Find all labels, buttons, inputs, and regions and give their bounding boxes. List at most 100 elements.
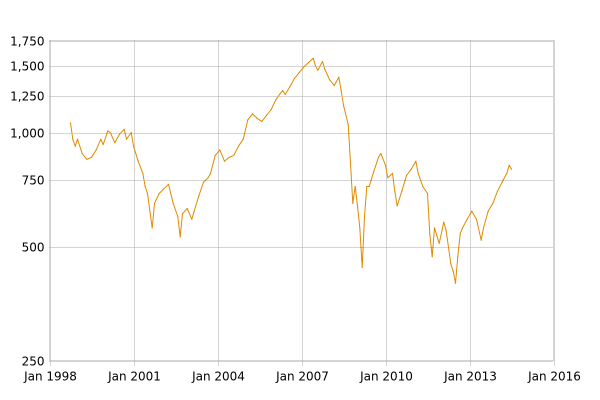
data-point <box>363 215 366 218</box>
data-point <box>237 145 240 147</box>
data-point <box>209 172 212 174</box>
data-point <box>303 66 305 68</box>
data-point <box>279 92 282 94</box>
data-point <box>492 202 494 204</box>
data-point <box>214 154 216 156</box>
data-point <box>417 172 419 174</box>
data-point <box>422 185 424 188</box>
data-point <box>380 152 382 155</box>
y-tick-label: 250 <box>22 355 45 369</box>
data-point <box>401 190 403 192</box>
data-point <box>506 172 508 174</box>
data-point <box>415 160 417 162</box>
data-point <box>275 99 277 101</box>
data-point <box>314 65 317 67</box>
data-point <box>459 233 461 235</box>
data-point <box>284 93 286 96</box>
data-point <box>202 181 205 183</box>
data-point <box>282 90 284 92</box>
data-point <box>137 160 139 162</box>
data-point <box>359 227 361 229</box>
x-tick-label: Jan 2001 <box>107 370 161 384</box>
data-point <box>445 230 447 232</box>
data-point <box>265 114 268 116</box>
data-point <box>429 233 431 235</box>
data-point <box>377 156 380 158</box>
data-point <box>356 205 359 207</box>
data-point <box>247 119 249 121</box>
data-point <box>153 202 156 204</box>
data-point <box>74 145 76 147</box>
data-point <box>368 185 370 188</box>
data-point <box>270 108 272 111</box>
y-axis-tick-labels: 250 500 750 1,000 1,250 1,500 1,750 <box>10 35 44 369</box>
data-point <box>193 210 195 212</box>
data-point <box>198 195 200 197</box>
data-point <box>396 205 398 207</box>
data-point <box>172 202 174 204</box>
data-point <box>130 131 132 134</box>
x-tick-label: Jan 2010 <box>359 370 413 384</box>
data-point <box>405 174 408 177</box>
data-point <box>394 190 396 192</box>
data-point <box>118 133 121 135</box>
y-tick-label: 750 <box>22 174 45 188</box>
data-point <box>261 120 263 122</box>
data-point <box>102 143 104 146</box>
data-point <box>191 218 193 220</box>
data-point <box>391 172 394 174</box>
y-tick-label: 1,750 <box>10 35 44 49</box>
data-point <box>223 160 226 162</box>
data-point <box>114 142 116 144</box>
data-point <box>228 156 230 158</box>
data-point <box>317 69 319 71</box>
data-point <box>219 149 221 151</box>
data-point <box>293 77 296 79</box>
data-point <box>86 158 88 160</box>
data-point <box>457 256 459 258</box>
data-point <box>144 185 146 188</box>
data-point <box>426 192 429 195</box>
y-tick-label: 1,000 <box>10 127 44 141</box>
data-point <box>431 256 433 258</box>
data-point <box>433 227 436 229</box>
data-point <box>76 138 79 140</box>
x-axis-tick-labels: Jan 1998 Jan 2001 Jan 2004 Jan 2007 Jan 2010… <box>23 370 581 384</box>
y-tick-label: 1,500 <box>10 60 44 74</box>
data-point <box>179 236 181 238</box>
data-point <box>158 192 160 195</box>
data-point <box>438 242 440 244</box>
data-point <box>72 138 74 140</box>
data-point <box>487 210 489 212</box>
data-point <box>186 207 188 210</box>
x-tick-label: Jan 1998 <box>23 370 77 384</box>
data-point <box>454 282 457 284</box>
data-point <box>142 172 144 174</box>
data-point <box>354 185 356 188</box>
data-point <box>410 168 412 170</box>
data-point <box>496 190 499 192</box>
data-point <box>373 170 375 172</box>
data-point <box>387 177 389 179</box>
data-point <box>452 270 454 272</box>
data-point <box>312 57 314 59</box>
data-point <box>107 130 109 132</box>
data-point <box>289 86 291 88</box>
data-point <box>328 79 331 81</box>
plot-area-frame <box>49 40 554 361</box>
data-point <box>349 162 352 164</box>
data-point <box>347 123 349 126</box>
data-point <box>69 122 72 124</box>
data-point <box>324 68 326 70</box>
x-tick-label: Jan 2016 <box>527 370 581 384</box>
data-point <box>123 128 125 130</box>
data-point <box>338 76 340 78</box>
data-point <box>90 156 93 158</box>
x-tick-label: Jan 2004 <box>191 370 245 384</box>
data-point <box>321 60 324 63</box>
data-point <box>361 266 363 269</box>
data-point <box>475 218 478 220</box>
data-point <box>466 218 468 220</box>
